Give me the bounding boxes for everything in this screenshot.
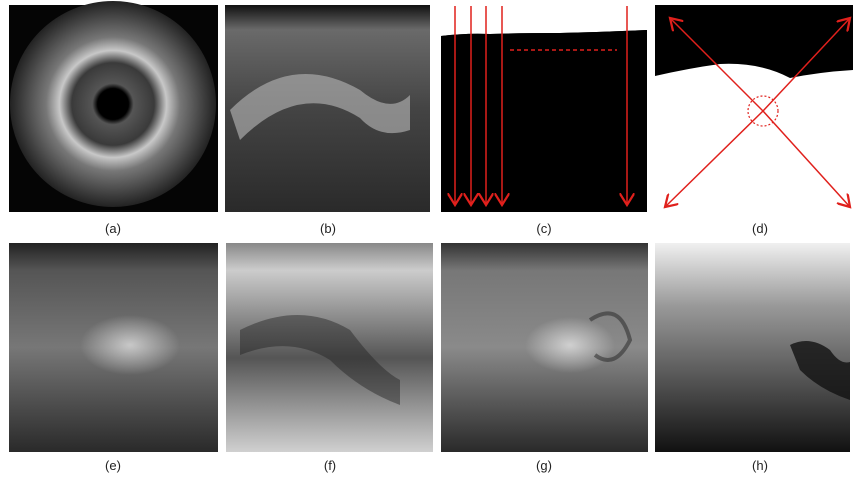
panel-a xyxy=(9,1,218,212)
panel-e xyxy=(9,243,218,452)
panel-label: (c) xyxy=(536,221,551,236)
panel-label: (g) xyxy=(536,458,552,473)
panel-label: (d) xyxy=(752,221,768,236)
panel-label: (h) xyxy=(752,458,768,473)
panel-f xyxy=(226,243,433,452)
panel-c xyxy=(441,5,647,212)
panel-label: (f) xyxy=(324,458,336,473)
panel-d xyxy=(655,5,853,212)
panel-b xyxy=(225,5,430,212)
panel-h xyxy=(655,243,850,452)
panel-label: (a) xyxy=(105,221,121,236)
panel-g xyxy=(441,243,648,452)
panel-label: (b) xyxy=(320,221,336,236)
figure: (a) (b) (c) (d) (e) (f) (g) (h) xyxy=(0,0,854,479)
panel-label: (e) xyxy=(105,458,121,473)
